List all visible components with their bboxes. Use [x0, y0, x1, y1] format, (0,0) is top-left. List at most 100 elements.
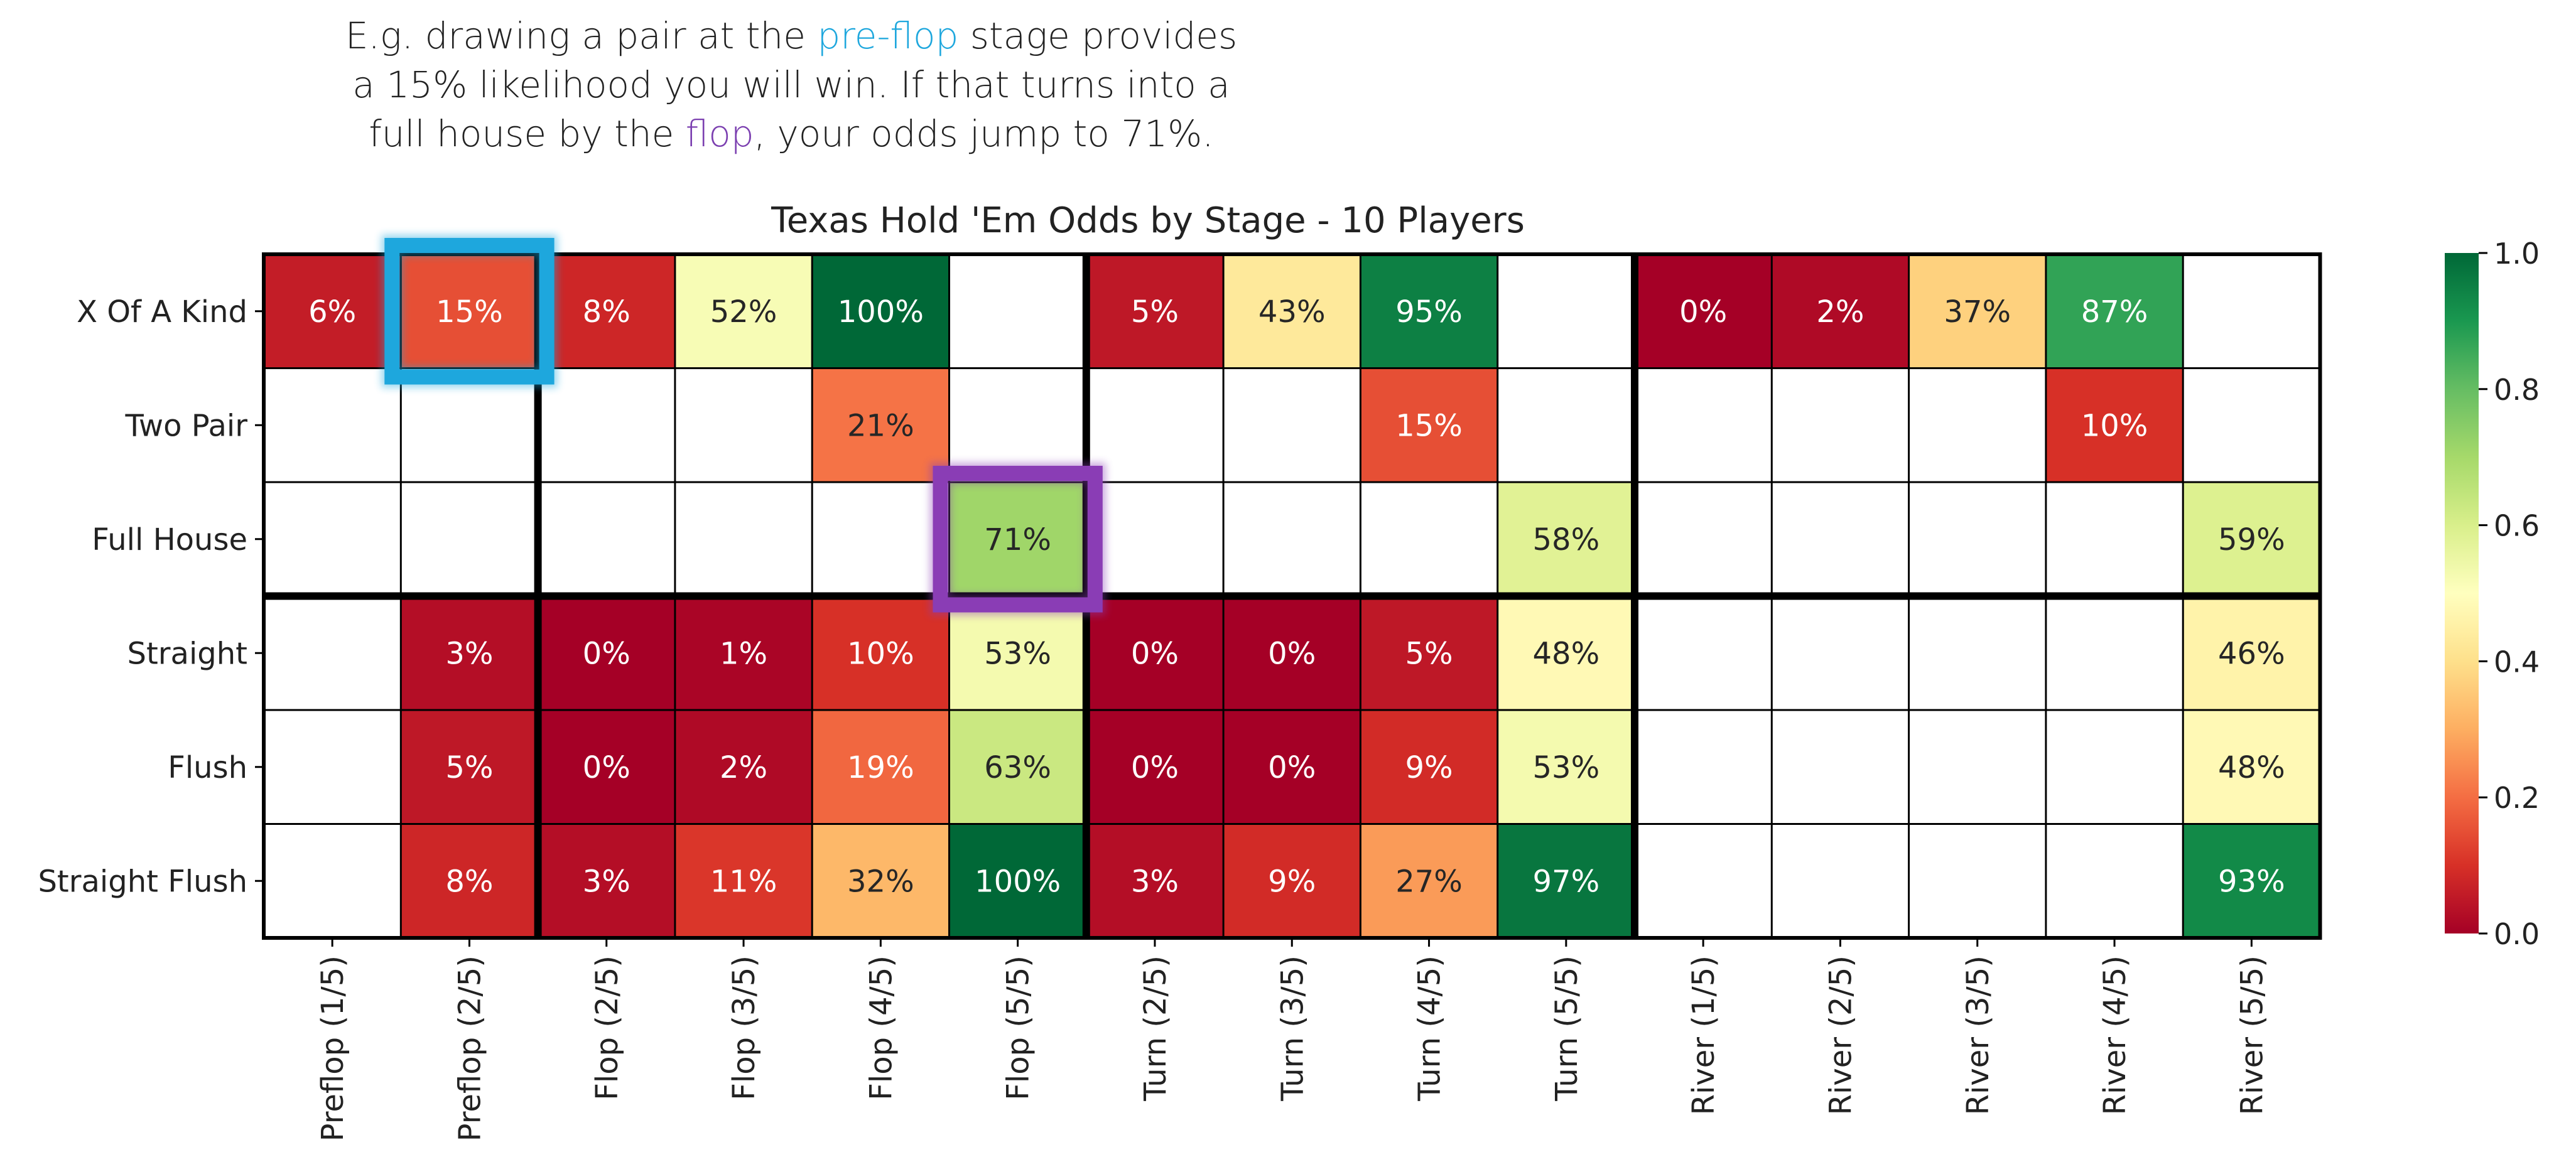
- cell-full-house-river-2-5: [1772, 482, 1909, 596]
- cell-flush-turn-3-5-label: 0%: [1268, 750, 1316, 785]
- cell-straight-flush-turn-2-5: [1086, 824, 1224, 938]
- column-label-flop-3-5: Flop (3/5): [727, 955, 762, 1100]
- cell-full-house-river-5-5: [2183, 482, 2320, 596]
- cell-two-pair-river-1-5: [1635, 368, 1772, 482]
- cell-straight-flush-flop-3-5-label: 11%: [710, 864, 777, 899]
- cell-x-of-a-kind-preflop-1-5: [264, 254, 401, 369]
- column-label-flop-5-5: Flop (5/5): [1001, 955, 1036, 1100]
- cell-flush-turn-5-5-label: 53%: [1533, 750, 1600, 785]
- cell-full-house-turn-2-5: [1086, 482, 1224, 596]
- cell-x-of-a-kind-river-5-5: [2183, 254, 2320, 369]
- cell-straight-turn-3-5: [1223, 596, 1361, 710]
- cell-straight-flop-4-5: [812, 596, 950, 710]
- caption-flop-highlight: flop: [685, 112, 754, 155]
- cell-flush-turn-4-5: [1360, 710, 1498, 824]
- cell-x-of-a-kind-turn-3-5-label: 43%: [1258, 294, 1326, 330]
- caption-preflop-highlight: pre-flop: [817, 14, 959, 57]
- cell-x-of-a-kind-river-2-5-label: 2%: [1816, 294, 1864, 330]
- cell-straight-preflop-1-5: [264, 596, 401, 710]
- cell-x-of-a-kind-river-1-5-label: 0%: [1679, 294, 1727, 330]
- cell-x-of-a-kind-river-3-5-label: 37%: [1944, 294, 2011, 330]
- column-labels: Preflop (1/5) Preflop (2/5) Flop (2/5) Flop…: [315, 938, 2270, 1141]
- row-labels: X Of A Kind Two Pair Full House Straight Flu…: [38, 294, 264, 899]
- column-label-preflop-1-5: Preflop (1/5): [315, 955, 350, 1141]
- highlight-box-x-of-a-kind-preflop-2-5: [384, 238, 555, 385]
- cell-full-house-river-4-5: [2045, 482, 2184, 596]
- cell-straight-flush-river-3-5: [1908, 824, 2046, 938]
- cell-two-pair-river-5-5: [2183, 368, 2320, 482]
- cell-straight-flush-river-1-5: [1635, 824, 1772, 938]
- cell-x-of-a-kind-turn-4-5-label: 95%: [1395, 294, 1463, 330]
- cell-two-pair-preflop-1-5: [264, 368, 401, 482]
- cell-flush-preflop-2-5-label: 5%: [445, 750, 493, 785]
- highlight-boxes: [381, 235, 1106, 616]
- cell-straight-flop-2-5: [538, 596, 675, 710]
- cell-flush-flop-5-5-label: 63%: [984, 750, 1051, 785]
- cell-full-house-flop-5-5: [949, 482, 1086, 596]
- cell-two-pair-flop-4-5: [812, 368, 950, 482]
- cell-full-house-preflop-2-5: [401, 482, 538, 596]
- colorbar-tick-label: 0.6: [2494, 509, 2540, 543]
- caption-line-2: a 15% likelihood you will win. If that t…: [352, 63, 1230, 106]
- cell-straight-turn-2-5-label: 0%: [1131, 636, 1179, 671]
- cell-x-of-a-kind-flop-5-5: [949, 254, 1086, 369]
- cell-straight-flop-5-5-label: 53%: [984, 636, 1051, 671]
- cell-x-of-a-kind-flop-2-5: [538, 254, 675, 369]
- row-label-straight-flush: Straight Flush: [38, 864, 247, 899]
- cell-full-house-river-5-5-label: 59%: [2218, 522, 2285, 557]
- cell-flush-flop-3-5: [674, 710, 813, 824]
- column-label-turn-4-5: Turn (4/5): [1412, 955, 1448, 1102]
- cell-flush-flop-5-5: [949, 710, 1086, 824]
- cell-two-pair-river-3-5: [1908, 368, 2046, 482]
- cell-flush-river-3-5: [1908, 710, 2046, 824]
- cell-flush-turn-2-5-label: 0%: [1131, 750, 1179, 785]
- cell-flush-flop-2-5-label: 0%: [583, 750, 630, 785]
- cell-x-of-a-kind-river-2-5: [1772, 254, 1909, 369]
- cell-straight-flush-turn-5-5: [1497, 824, 1635, 938]
- cell-full-house-turn-5-5-label: 58%: [1533, 522, 1600, 557]
- cell-flush-flop-2-5: [538, 710, 675, 824]
- cell-straight-preflop-2-5-label: 3%: [445, 636, 493, 671]
- column-label-river-5-5: River (5/5): [2234, 955, 2270, 1115]
- cell-x-of-a-kind-river-4-5: [2045, 254, 2184, 369]
- cell-x-of-a-kind-turn-2-5-label: 5%: [1131, 294, 1179, 330]
- cell-straight-flush-preflop-2-5-label: 8%: [445, 864, 493, 899]
- cell-x-of-a-kind-river-4-5-label: 87%: [2081, 294, 2148, 330]
- cell-straight-flush-flop-3-5: [674, 824, 813, 938]
- cell-straight-river-3-5: [1908, 596, 2046, 710]
- cell-straight-flush-river-5-5-label: 93%: [2218, 864, 2285, 899]
- caption-text: E.g. drawing a pair at the pre-flop stag…: [301, 11, 1281, 158]
- cell-full-house-turn-5-5: [1497, 482, 1635, 596]
- cell-straight-flush-river-5-5: [2183, 824, 2320, 938]
- cell-straight-flush-flop-2-5-label: 3%: [583, 864, 630, 899]
- column-label-river-3-5: River (3/5): [1961, 955, 1996, 1115]
- colorbar-tick-label: 0.8: [2494, 373, 2540, 407]
- cell-x-of-a-kind-river-1-5: [1635, 254, 1772, 369]
- cell-straight-river-2-5: [1772, 596, 1909, 710]
- cell-full-house-turn-4-5: [1360, 482, 1498, 596]
- cell-two-pair-turn-4-5: [1360, 368, 1498, 482]
- cell-straight-flop-4-5-label: 10%: [847, 636, 914, 671]
- cell-straight-flush-river-2-5: [1772, 824, 1909, 938]
- cell-full-house-preflop-1-5: [264, 482, 401, 596]
- cell-full-house-flop-4-5: [812, 482, 950, 596]
- cell-straight-flush-turn-3-5-label: 9%: [1268, 864, 1316, 899]
- caption-line-3: full house by the flop, your odds jump t…: [369, 112, 1214, 155]
- cell-straight-flop-3-5-label: 1%: [720, 636, 767, 671]
- cell-x-of-a-kind-flop-2-5-label: 8%: [583, 294, 630, 330]
- cell-flush-turn-2-5: [1086, 710, 1224, 824]
- cell-x-of-a-kind-turn-2-5: [1086, 254, 1224, 369]
- cell-x-of-a-kind-preflop-2-5: [401, 254, 538, 369]
- cell-flush-river-4-5: [2045, 710, 2184, 824]
- cell-full-house-turn-3-5: [1223, 482, 1361, 596]
- cell-straight-flop-2-5-label: 0%: [583, 636, 630, 671]
- cell-x-of-a-kind-preflop-2-5-label: 15%: [436, 294, 503, 330]
- row-label-x-of-a-kind: X Of A Kind: [77, 294, 247, 330]
- cell-straight-turn-2-5: [1086, 596, 1224, 710]
- cell-straight-flush-flop-2-5: [538, 824, 675, 938]
- cell-straight-preflop-2-5: [401, 596, 538, 710]
- column-label-flop-2-5: Flop (2/5): [590, 955, 625, 1100]
- chart-title: Texas Hold 'Em Odds by Stage - 10 Player…: [771, 200, 1525, 241]
- row-label-two-pair: Two Pair: [124, 408, 247, 443]
